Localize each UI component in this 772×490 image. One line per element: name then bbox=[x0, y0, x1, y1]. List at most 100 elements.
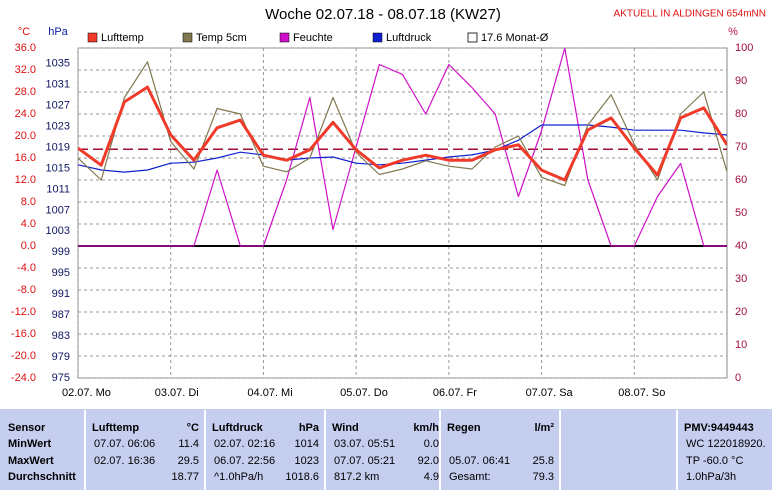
y-tick-label: 20.0 bbox=[15, 130, 36, 142]
y-tick-label: -16.0 bbox=[11, 328, 36, 340]
cell-text: TP -60.0 °C bbox=[686, 455, 743, 467]
y3-tick-label: 80 bbox=[735, 108, 747, 120]
cell-text: Gesamt: bbox=[449, 471, 491, 483]
cell-text: 07.07. 06:06 bbox=[94, 438, 155, 450]
series-line bbox=[78, 48, 727, 247]
y-tick-label: 0.0 bbox=[21, 240, 36, 252]
y-tick-label: 8.0 bbox=[21, 196, 36, 208]
y-unit: °C bbox=[18, 26, 30, 38]
cell-value: 92.0 bbox=[418, 455, 439, 467]
column-unit: hPa bbox=[299, 422, 320, 434]
y-tick-label: -4.0 bbox=[17, 262, 36, 274]
y3-unit: % bbox=[728, 26, 738, 38]
y2-tick-label: 1003 bbox=[46, 225, 70, 237]
y2-unit: hPa bbox=[48, 26, 68, 38]
y-tick-label: 32.0 bbox=[15, 64, 36, 76]
column-unit: l/m² bbox=[534, 422, 554, 434]
cell-value: 29.5 bbox=[178, 455, 199, 467]
cell-value: 18.77 bbox=[171, 471, 199, 483]
y3-tick-label: 60 bbox=[735, 174, 747, 186]
column-header: Luftdruck bbox=[212, 422, 264, 434]
y3-tick-label: 70 bbox=[735, 141, 747, 153]
x-tick-label: 04.07. Mi bbox=[247, 387, 292, 399]
annotation: AKTUELL IN ALDINGEN 654mNN bbox=[614, 9, 766, 20]
y-tick-label: 16.0 bbox=[15, 152, 36, 164]
cell-text: 02.07. 16:36 bbox=[94, 455, 155, 467]
legend-swatch bbox=[467, 32, 478, 43]
cell-text: 817.2 km bbox=[334, 471, 379, 483]
y3-tick-label: 0 bbox=[735, 372, 741, 384]
y2-tick-label: 1035 bbox=[46, 58, 70, 70]
y-tick-label: -24.0 bbox=[11, 372, 36, 384]
row-label: MinWert bbox=[8, 438, 52, 450]
y-tick-label: -12.0 bbox=[11, 306, 36, 318]
legend-swatch bbox=[87, 32, 98, 43]
y-tick-label: 4.0 bbox=[21, 218, 36, 230]
y2-tick-label: 1027 bbox=[46, 100, 70, 112]
column-unit: km/h bbox=[413, 422, 439, 434]
table-background bbox=[0, 408, 772, 490]
y2-tick-label: 979 bbox=[52, 351, 70, 363]
x-tick-label: 02.07. Mo bbox=[62, 387, 111, 399]
y2-tick-label: 987 bbox=[52, 309, 70, 321]
y-tick-label: 12.0 bbox=[15, 174, 36, 186]
series-line bbox=[78, 61, 727, 187]
cell-text: WC 122018920. bbox=[686, 438, 766, 450]
y-tick-label: 36.0 bbox=[15, 42, 36, 54]
table-header: Sensor bbox=[8, 422, 46, 434]
y2-tick-label: 1031 bbox=[46, 79, 70, 91]
y3-tick-label: 10 bbox=[735, 339, 747, 351]
y3-tick-label: 20 bbox=[735, 306, 747, 318]
legend-label: Luftdruck bbox=[386, 32, 432, 44]
cell-text: 06.07. 22:56 bbox=[214, 455, 275, 467]
y2-tick-label: 999 bbox=[52, 246, 70, 258]
legend-label: Feuchte bbox=[293, 32, 333, 44]
column-header: Regen bbox=[447, 422, 481, 434]
y-tick-label: 28.0 bbox=[15, 86, 36, 98]
series-line bbox=[78, 85, 727, 182]
cell-text: 07.07. 05:21 bbox=[334, 455, 395, 467]
y2-tick-label: 1011 bbox=[46, 183, 70, 195]
plot-area bbox=[77, 47, 728, 379]
cell-value: 1014 bbox=[295, 438, 319, 450]
cell-text: 03.07. 05:51 bbox=[334, 438, 395, 450]
column-header: Wind bbox=[332, 422, 359, 434]
column-header: PMV:9449443 bbox=[684, 422, 754, 434]
y3-tick-label: 90 bbox=[735, 75, 747, 87]
y-tick-label: -8.0 bbox=[17, 284, 36, 296]
legend-label: Temp 5cm bbox=[196, 32, 247, 44]
chart-title: Woche 02.07.18 - 08.07.18 (KW27) bbox=[265, 6, 501, 23]
y3-tick-label: 50 bbox=[735, 207, 747, 219]
legend-swatch bbox=[372, 32, 383, 43]
legend-label: Lufttemp bbox=[101, 32, 144, 44]
column-header: Lufttemp bbox=[92, 422, 139, 434]
y-tick-label: 24.0 bbox=[15, 108, 36, 120]
y2-tick-label: 995 bbox=[52, 267, 70, 279]
cell-text: 1.0hPa/3h bbox=[686, 471, 736, 483]
y3-tick-label: 40 bbox=[735, 240, 747, 252]
x-tick-label: 07.07. Sa bbox=[526, 387, 574, 399]
y2-tick-label: 991 bbox=[52, 288, 70, 300]
y3-tick-label: 30 bbox=[735, 273, 747, 285]
x-tick-label: 06.07. Fr bbox=[433, 387, 477, 399]
y2-tick-label: 983 bbox=[52, 330, 70, 342]
cell-value: 1018.6 bbox=[285, 471, 319, 483]
x-tick-label: 03.07. Di bbox=[155, 387, 199, 399]
cell-value: 1023 bbox=[295, 455, 319, 467]
cell-value: 79.3 bbox=[533, 471, 554, 483]
y-tick-label: -20.0 bbox=[11, 350, 36, 362]
cell-value: 25.8 bbox=[533, 455, 554, 467]
x-tick-label: 08.07. So bbox=[618, 387, 665, 399]
x-tick-label: 05.07. Do bbox=[340, 387, 388, 399]
y2-tick-label: 1015 bbox=[46, 162, 70, 174]
cell-value: 4.9 bbox=[424, 471, 439, 483]
cell-value: 0.0 bbox=[424, 438, 439, 450]
legend-label: 17.6 Monat-Ø bbox=[481, 32, 549, 44]
y2-tick-label: 1007 bbox=[46, 204, 70, 216]
legend-swatch bbox=[279, 32, 290, 43]
column-unit: °C bbox=[187, 422, 199, 434]
y2-tick-label: 1019 bbox=[46, 141, 70, 153]
y3-tick-label: 100 bbox=[735, 42, 753, 54]
cell-text: 02.07. 02:16 bbox=[214, 438, 275, 450]
